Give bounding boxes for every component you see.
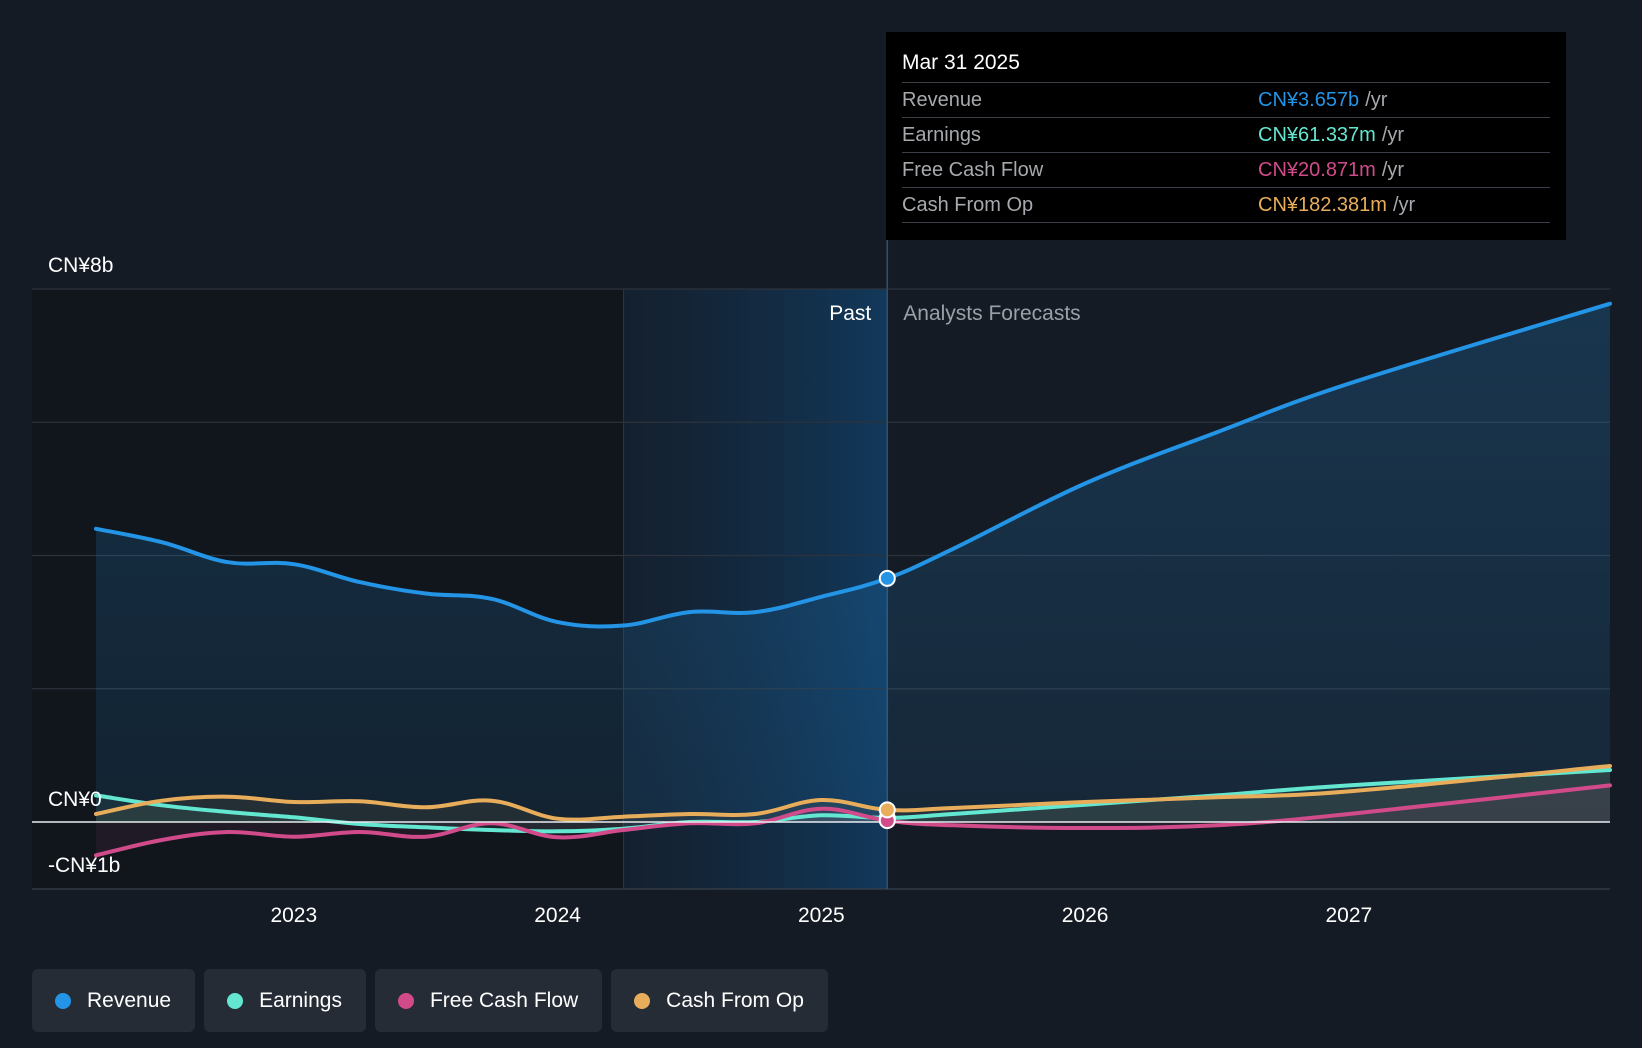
x-tick-label: 2025 [798,904,845,927]
legend-item-revenue[interactable]: Revenue [32,969,196,1032]
chart-legend: Revenue Earnings Free Cash Flow Cash Fro… [32,969,828,1032]
tooltip-row-revenue: Revenue CN¥3.657b /yr [902,82,1550,117]
legend-dot-icon [55,992,71,1009]
legend-label: Revenue [87,988,172,1012]
marker-revenue [878,569,896,587]
legend-item-cash-from-op[interactable]: Cash From Op [611,969,828,1032]
past-label: Past [829,302,871,325]
series-area-cfo [96,766,1610,822]
series-line-fcf [94,783,1612,858]
tooltip-unit: /yr [1365,88,1388,111]
tooltip-unit: /yr [1392,193,1416,216]
forecast-label: Analysts Forecasts [903,302,1080,325]
tooltip-value: CN¥3.657b [1258,88,1360,111]
legend-dot-icon [227,992,244,1009]
legend-label: Cash From Op [666,988,804,1012]
legend-dot-icon [397,992,414,1009]
series-line-revenue [94,301,1612,629]
tooltip-row-free-cash-flow: Free Cash Flow CN¥20.871m /yr [902,152,1550,187]
x-tick-label: 2027 [1326,904,1373,927]
x-tick-label: 2023 [270,904,317,927]
tooltip-row-cash-from-op: Cash From Op CN¥182.381m /yr [902,187,1550,223]
series-area-earnings [96,770,1610,832]
y-tick-label: CN¥0 [48,788,102,811]
tooltip-unit: /yr [1381,158,1405,181]
legend-label: Earnings [259,988,342,1012]
tooltip-label: Cash From Op [902,193,1034,216]
tooltip-value: CN¥182.381m [1258,193,1387,216]
legend-item-free-cash-flow[interactable]: Free Cash Flow [374,969,603,1032]
series-area-fcf [96,785,1610,856]
legend-dot-icon [634,992,651,1009]
tooltip-date: Mar 31 2025 [902,51,1020,74]
y-tick-label: -CN¥1b [48,854,120,877]
legend-item-earnings[interactable]: Earnings [204,969,366,1032]
marker-cfo [878,801,896,819]
y-tick-label: CN¥8b [48,254,113,277]
legend-label: Free Cash Flow [429,988,579,1012]
x-tick-label: 2024 [534,904,581,927]
tooltip-panel: Mar 31 2025 Revenue CN¥3.657b /yr Earnin… [886,32,1566,240]
tooltip-label: Earnings [902,123,981,146]
x-tick-label: 2026 [1062,904,1109,927]
tooltip-unit: /yr [1381,123,1405,146]
tooltip-row-earnings: Earnings CN¥61.337m /yr [902,117,1550,152]
tooltip-label: Free Cash Flow [902,158,1044,181]
series-area-revenue [96,303,1610,822]
tooltip-value: CN¥61.337m [1258,123,1376,146]
tooltip-value: CN¥20.871m [1258,158,1376,181]
series-line-cfo [94,764,1612,822]
tooltip-label: Revenue [902,88,983,111]
